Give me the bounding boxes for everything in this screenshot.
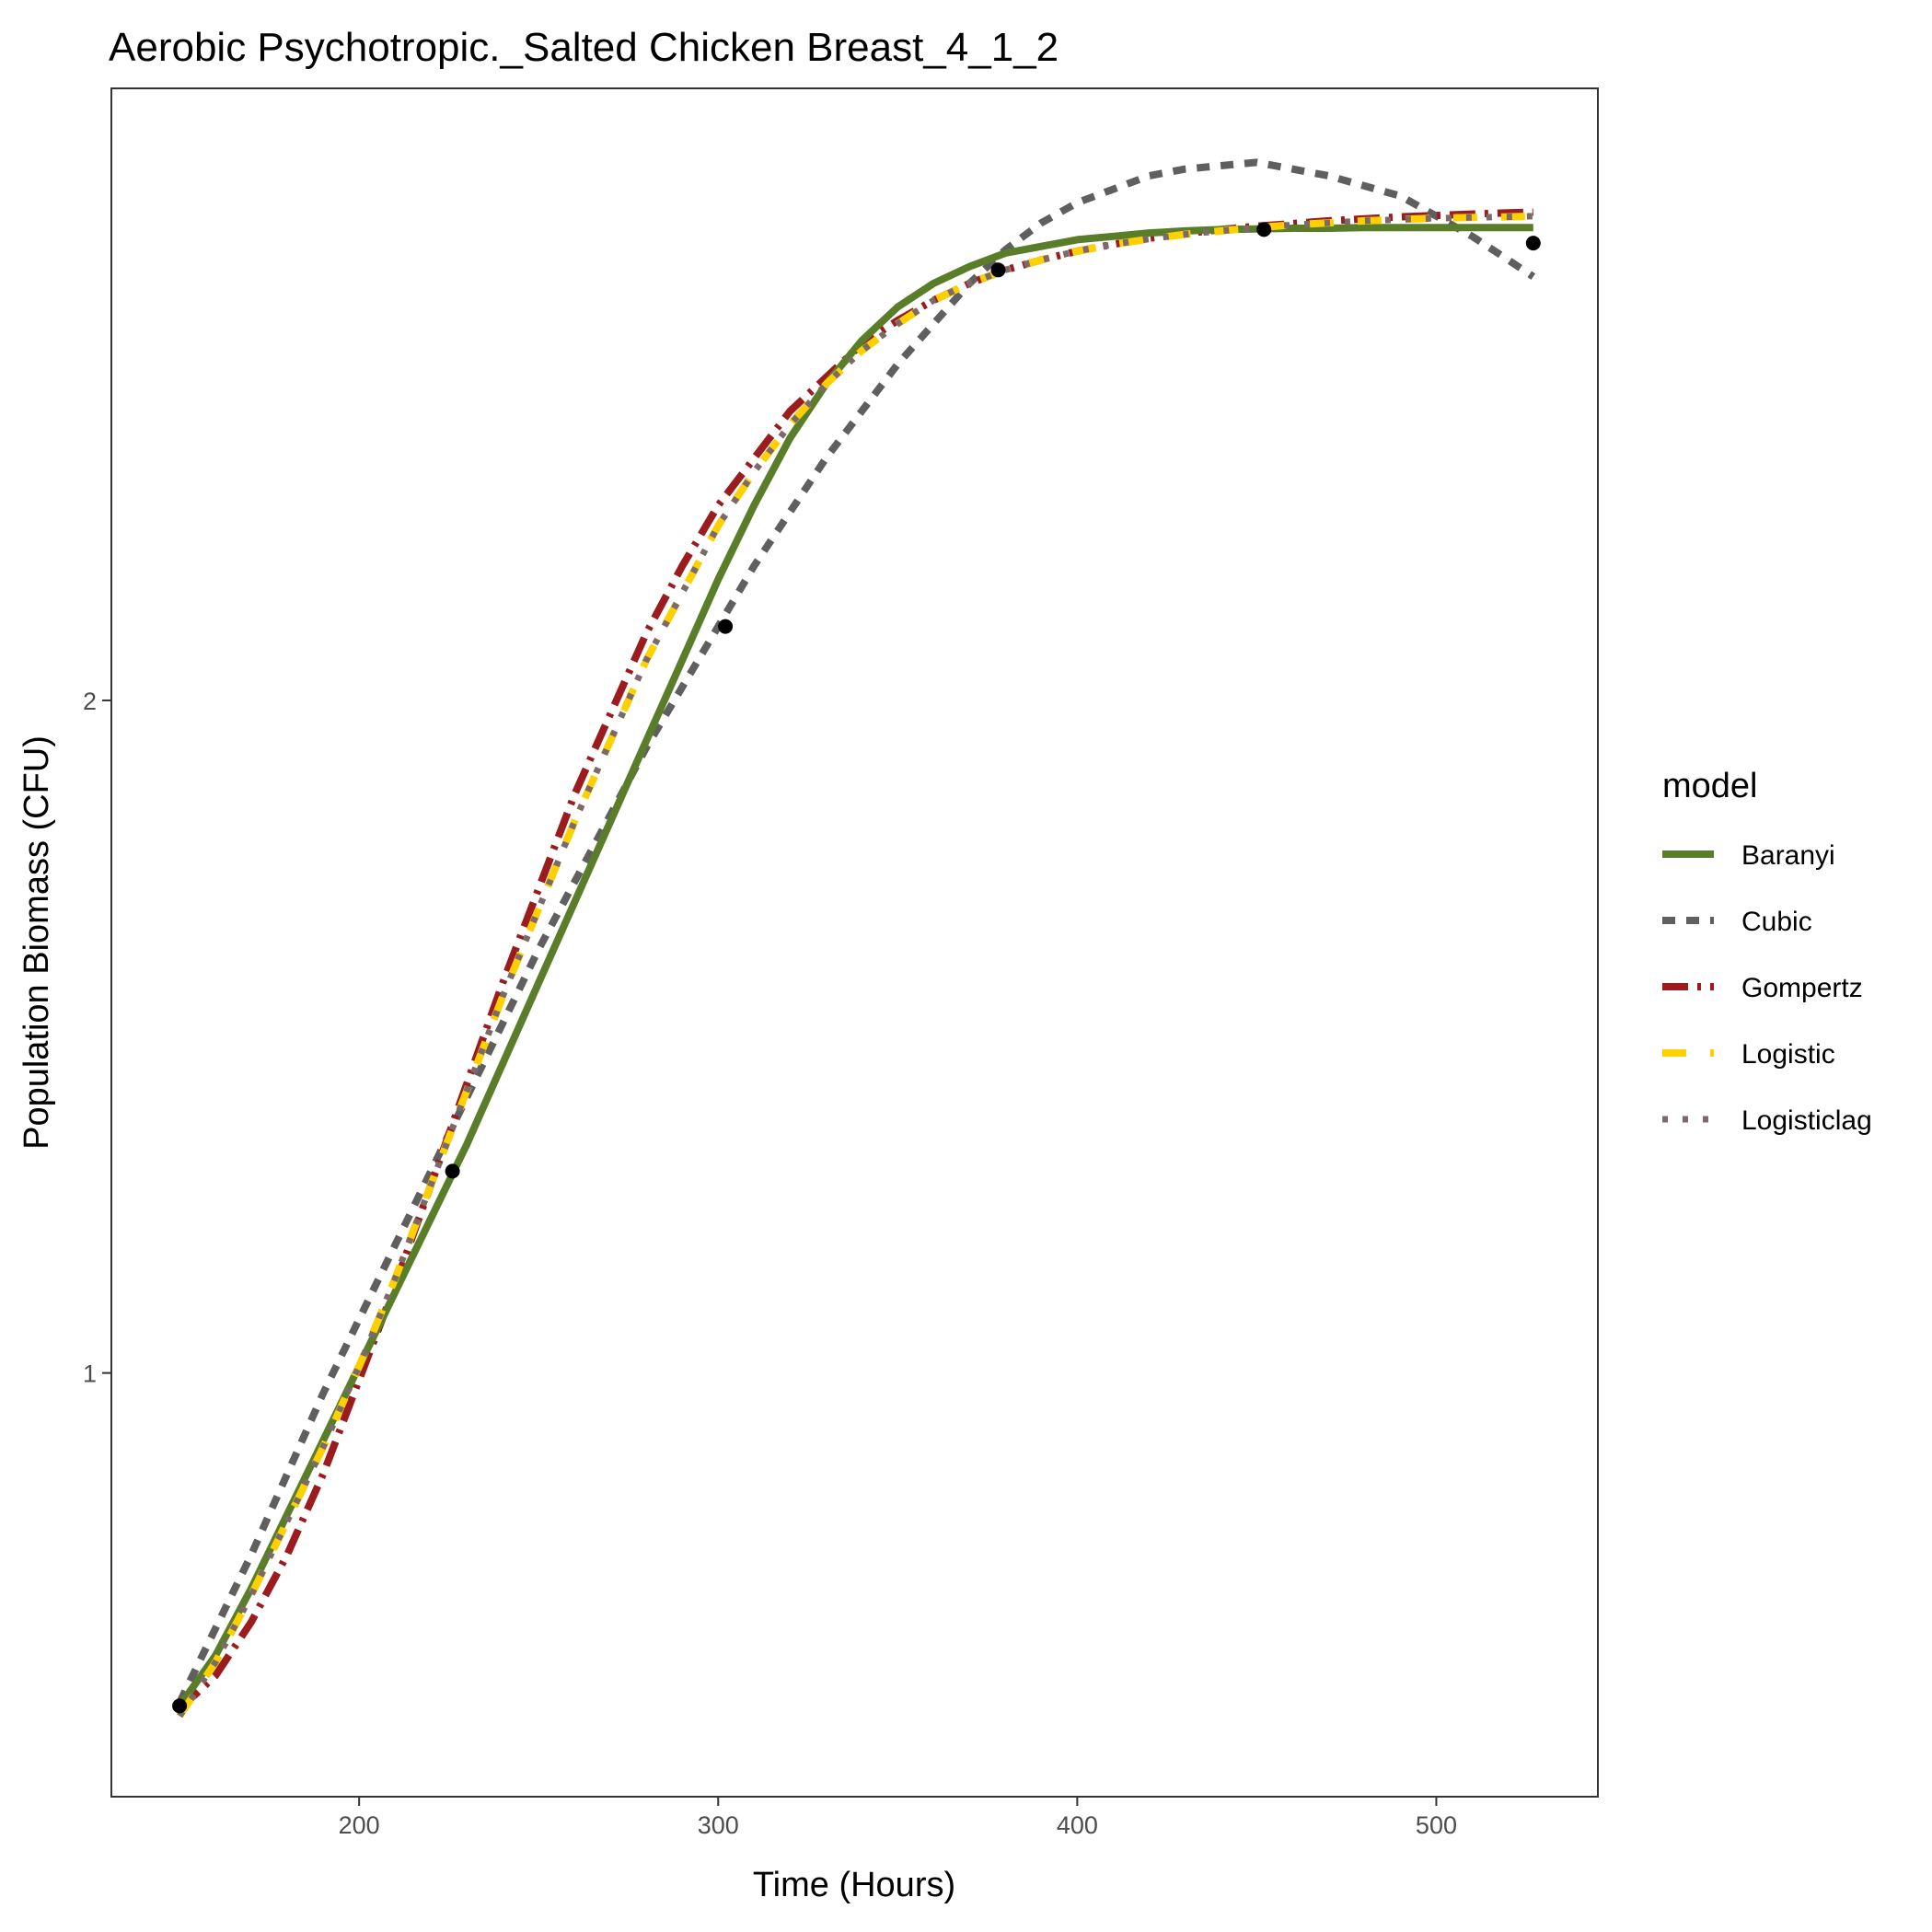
legend-label-baranyi: Baranyi (1741, 840, 1835, 871)
chart-title: Aerobic Psychotropic._Salted Chicken Bre… (109, 25, 1059, 70)
series-line-cubic (176, 158, 1536, 1705)
legend-label-cubic: Cubic (1741, 907, 1812, 937)
y-axis: 12 (83, 688, 111, 1388)
data-point (172, 1698, 188, 1714)
y-tick-label: 1 (83, 1360, 97, 1388)
x-tick-label: 400 (1057, 1811, 1098, 1839)
legend-label-logisticlag: Logisticlag (1741, 1105, 1872, 1136)
legend-label-logistic: Logistic (1741, 1039, 1835, 1070)
x-axis-title: Time (Hours) (753, 1866, 955, 1904)
y-axis-title: Population Biomass (CFU) (17, 735, 56, 1150)
data-point (990, 262, 1006, 278)
x-tick-label: 500 (1416, 1811, 1457, 1839)
x-axis: 200 300 400 500 (339, 1797, 1457, 1839)
x-tick-label: 300 (698, 1811, 739, 1839)
plot-background (111, 88, 1598, 1797)
points-layer (172, 222, 1541, 1714)
plot-area (110, 87, 1599, 1798)
series-layer (176, 158, 1536, 1718)
data-point (1525, 236, 1541, 251)
legend: model Baranyi Cubic Gompertz Logistic Logist… (1662, 767, 1872, 1136)
legend-title: model (1662, 767, 1758, 805)
series-line-logistic (176, 212, 1533, 1718)
data-point (445, 1163, 460, 1179)
x-tick-label: 200 (339, 1811, 380, 1839)
y-tick-label: 2 (83, 688, 97, 715)
data-point (718, 619, 734, 634)
series-line-baranyi (176, 224, 1533, 1708)
legend-label-gompertz: Gompertz (1741, 973, 1863, 1003)
data-point (1256, 222, 1272, 237)
plot-panel-border (110, 87, 1599, 1798)
